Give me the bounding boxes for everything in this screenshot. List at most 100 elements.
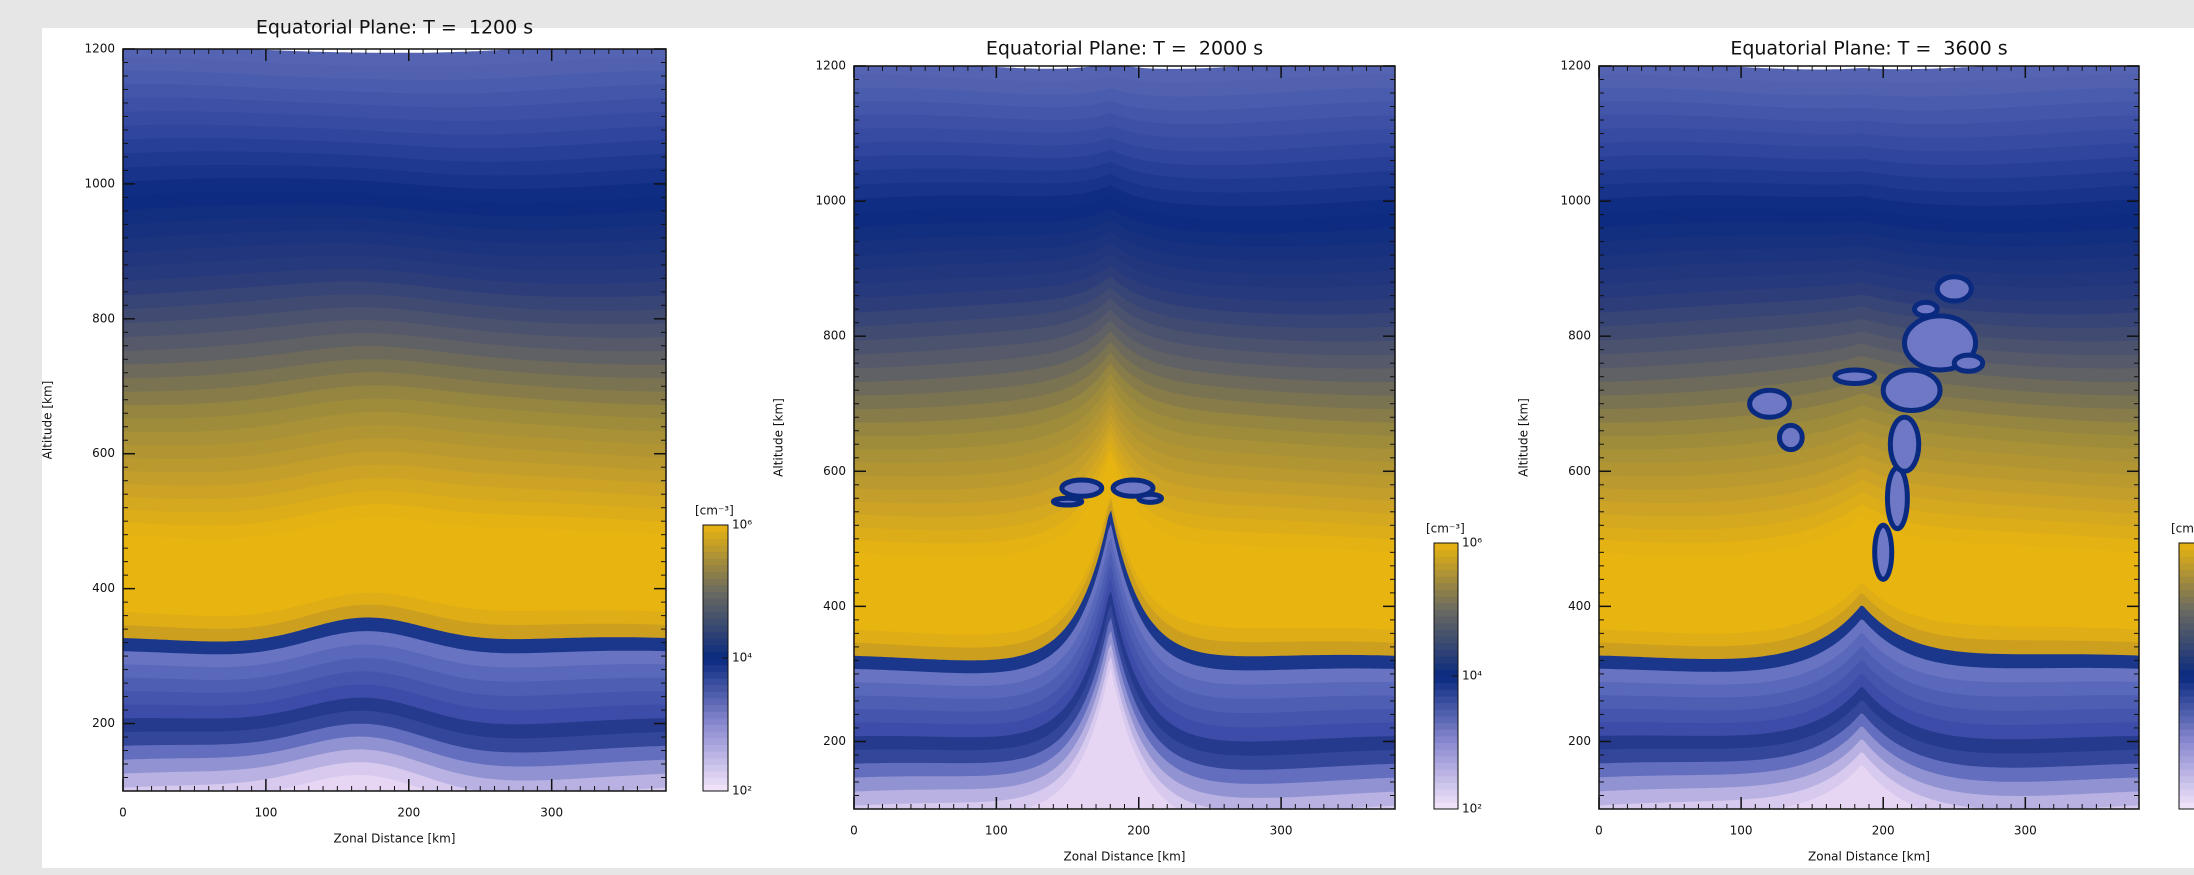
y-tick-label: 200 xyxy=(1568,734,1591,748)
colorbar-band xyxy=(2179,576,2194,584)
colorbar-band xyxy=(703,531,728,539)
colorbar-band xyxy=(2179,755,2194,763)
colorbar-band xyxy=(2179,722,2194,730)
colorbar-band xyxy=(703,737,728,745)
colorbar-band xyxy=(2179,662,2194,670)
colorbar-band xyxy=(1434,596,1458,604)
colorbar-tick-label: 10² xyxy=(1462,802,1482,816)
colorbar-band xyxy=(1434,636,1458,644)
colorbar-band xyxy=(2179,735,2194,743)
colorbar-frame xyxy=(2178,542,2194,810)
colorbar-band xyxy=(1434,782,1458,790)
colorbar-band xyxy=(2179,742,2194,750)
colorbar-band xyxy=(2179,589,2194,597)
plume-structure xyxy=(1832,367,1878,386)
colorbar-band xyxy=(703,691,728,699)
colorbar-band xyxy=(1434,642,1458,650)
x-tick-label: 300 xyxy=(1270,824,1293,838)
colorbar-band xyxy=(703,604,728,612)
y-tick-label: 800 xyxy=(1568,329,1591,343)
colorbar-band xyxy=(703,731,728,739)
colorbar-tick-label: 10⁶ xyxy=(732,518,752,532)
colorbar-band xyxy=(2179,656,2194,664)
colorbar-band xyxy=(2179,622,2194,630)
panel: 0 100 200 300 200 400 600 800 1000 1200 Equatorial… xyxy=(41,17,753,846)
colorbar-band xyxy=(703,598,728,606)
y-tick-label: 800 xyxy=(823,329,846,343)
colorbar-tick-label: 10⁴ xyxy=(732,651,752,665)
colorbar-band xyxy=(2179,715,2194,724)
colorbar-band xyxy=(1434,762,1458,770)
x-tick-label: 100 xyxy=(985,824,1008,838)
colorbar-band xyxy=(1434,775,1458,783)
plume-structure xyxy=(1136,491,1165,505)
y-tick-label: 400 xyxy=(1568,599,1591,613)
colorbar-band xyxy=(2179,616,2194,624)
colorbar-band xyxy=(703,717,728,725)
colorbar-label: [cm xyxy=(2171,522,2194,536)
colorbar-band xyxy=(703,644,728,652)
colorbar-band xyxy=(2179,669,2194,677)
x-axis-label: Zonal Distance [km] xyxy=(1808,850,1930,864)
colorbar-band xyxy=(1434,722,1458,730)
colorbar-label: [cm⁻³] xyxy=(695,504,734,518)
colorbar-band xyxy=(2179,795,2194,803)
colorbar-band xyxy=(1434,616,1458,624)
colorbar-band xyxy=(2179,775,2194,783)
colorbar-band xyxy=(703,784,728,792)
colorbar-band xyxy=(703,724,728,732)
plume-structure xyxy=(1872,522,1895,582)
x-tick-label: 100 xyxy=(254,806,277,820)
colorbar-band xyxy=(1434,549,1458,557)
colorbar-band xyxy=(703,671,728,679)
colorbar-band xyxy=(1434,656,1458,664)
y-tick-label: 400 xyxy=(92,581,115,595)
plume-structure xyxy=(1747,387,1792,420)
colorbar-band xyxy=(1434,802,1458,810)
colorbar-band xyxy=(1434,769,1458,777)
colorbar-band xyxy=(703,558,728,566)
colorbar-band xyxy=(703,638,728,646)
colorbar-band xyxy=(1434,609,1458,617)
colorbar-band xyxy=(2179,709,2194,717)
x-tick-label: 0 xyxy=(1595,824,1603,838)
colorbar-band xyxy=(1434,755,1458,763)
colorbar-band xyxy=(1434,543,1458,551)
colorbar-band xyxy=(703,751,728,759)
colorbar-band xyxy=(1434,749,1458,757)
y-tick-label: 1200 xyxy=(815,59,846,73)
colorbar-band xyxy=(1434,589,1458,597)
colorbar-band xyxy=(703,684,728,692)
y-axis-label: Altitude [km] xyxy=(772,398,786,477)
colorbar-band xyxy=(2179,609,2194,617)
colorbar-band xyxy=(703,677,728,686)
colorbar-band xyxy=(703,631,728,639)
colorbar-band xyxy=(1434,582,1458,591)
colorbar-band xyxy=(2179,569,2194,577)
y-tick-label: 1000 xyxy=(1560,194,1591,208)
x-axis-label: Zonal Distance [km] xyxy=(334,832,456,846)
colorbar-band xyxy=(703,571,728,579)
contour-band xyxy=(1024,669,1178,809)
plume-structure xyxy=(1050,495,1085,508)
x-tick-label: 0 xyxy=(850,824,858,838)
colorbar-band xyxy=(703,771,728,779)
y-axis-label: Altitude [km] xyxy=(41,381,55,460)
plume-structure xyxy=(1776,422,1805,453)
colorbar-band xyxy=(1434,795,1458,803)
panel: 0 100 200 300 200 400 600 800 1000 1200 Equatorial… xyxy=(772,38,1483,864)
contour-band xyxy=(1775,765,1922,809)
colorbar-band xyxy=(2179,682,2194,690)
colorbar-band xyxy=(1434,569,1458,577)
y-tick-label: 1200 xyxy=(84,42,115,56)
colorbar-band xyxy=(2179,602,2194,610)
colorbar-band xyxy=(703,651,728,659)
colorbar-band xyxy=(703,704,728,712)
x-tick-label: 200 xyxy=(1127,824,1150,838)
colorbar-band xyxy=(703,777,728,785)
y-tick-label: 600 xyxy=(1568,464,1591,478)
colorbar-band xyxy=(2179,562,2194,571)
y-tick-label: 1000 xyxy=(84,176,115,190)
colorbar-band xyxy=(2179,629,2194,637)
